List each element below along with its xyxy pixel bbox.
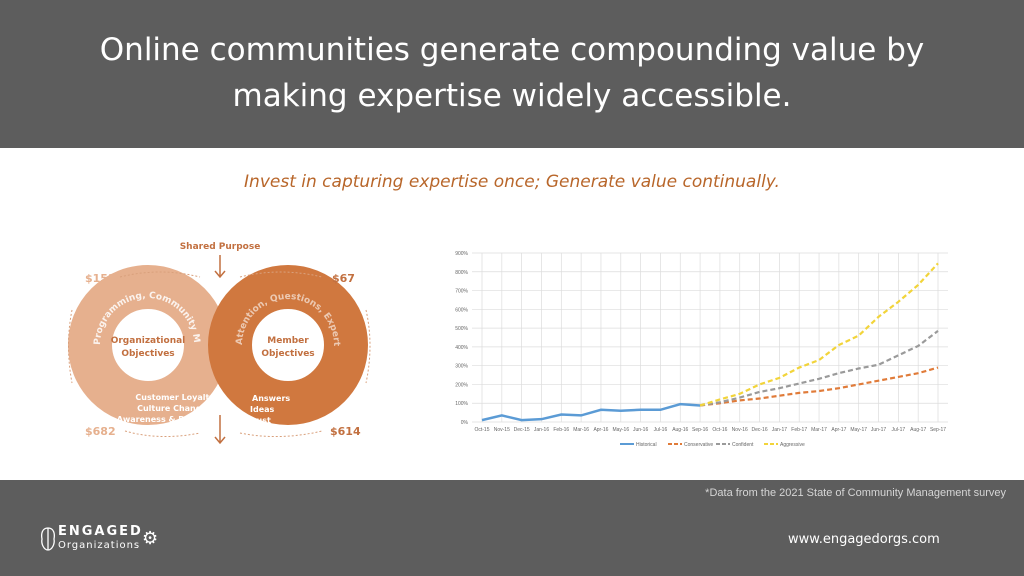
x-tick-label: Dec-15 bbox=[514, 427, 530, 433]
x-tick-label: May-16 bbox=[612, 427, 629, 433]
y-tick-label: 800% bbox=[455, 270, 468, 276]
member-objectives-line2: Objectives bbox=[261, 349, 314, 359]
left-bottom-text-1: Customer Loyalty bbox=[135, 393, 215, 402]
x-tick-label: May-17 bbox=[850, 427, 867, 433]
series-line-confident bbox=[699, 330, 939, 407]
x-tick-label: Jul-17 bbox=[892, 427, 906, 433]
y-tick-label: 100% bbox=[455, 401, 468, 407]
series-line-conservative bbox=[699, 366, 939, 407]
legend-label: Confident bbox=[732, 442, 754, 448]
arrow-icon bbox=[214, 255, 226, 445]
y-tick-label: 200% bbox=[455, 382, 468, 388]
x-tick-label: Feb-17 bbox=[791, 427, 807, 433]
growth-chart: 0% 100% 200% 300% 400% 500% 600% 700% 800% 900% Oc… bbox=[455, 251, 948, 448]
left-bottom-text-3: Awareness & Branding bbox=[117, 415, 220, 424]
y-tick-label: 400% bbox=[455, 345, 468, 351]
dotted-cycle-arrows bbox=[68, 271, 371, 438]
legend-label: Aggressive bbox=[780, 442, 805, 448]
y-tick-label: 700% bbox=[455, 289, 468, 295]
shared-purpose-label: Shared Purpose bbox=[180, 242, 261, 252]
logo-line2: Organizations bbox=[58, 540, 141, 551]
x-tick-label: Oct-15 bbox=[474, 427, 489, 433]
y-tick-label: 0% bbox=[461, 420, 469, 426]
value-top-right: $67 bbox=[332, 272, 355, 285]
org-objectives-line2: Objectives bbox=[121, 349, 174, 359]
footer: *Data from the 2021 State of Community M… bbox=[0, 480, 1024, 576]
x-tick-label: Nov-15 bbox=[494, 427, 510, 433]
x-tick-label: Jul-16 bbox=[654, 427, 668, 433]
value-bottom-right: $614 bbox=[330, 425, 361, 438]
x-tick-label: Nov-16 bbox=[732, 427, 748, 433]
member-objectives-line1: Member bbox=[267, 336, 309, 346]
x-tick-label: Aug-17 bbox=[910, 427, 926, 433]
website-link[interactable]: www.engagedorgs.com bbox=[788, 532, 940, 547]
value-top-left: $153 bbox=[85, 272, 116, 285]
x-tick-label: Feb-16 bbox=[553, 427, 569, 433]
title-line-1: Online communities generate compounding … bbox=[99, 32, 925, 68]
slide-subtitle: Invest in capturing expertise once; Gene… bbox=[244, 172, 780, 192]
org-objectives-line1: Organizational bbox=[111, 336, 186, 346]
x-tick-label: Oct-16 bbox=[712, 427, 727, 433]
x-tick-label: Jun-16 bbox=[633, 427, 649, 433]
x-tick-label: Jun-17 bbox=[871, 427, 887, 433]
y-tick-label: 600% bbox=[455, 307, 468, 313]
y-tick-label: 500% bbox=[455, 326, 468, 332]
x-tick-label: Apr-16 bbox=[593, 427, 608, 433]
title-line-2: making expertise widely accessible. bbox=[232, 78, 792, 114]
gear-icon: ⚙ bbox=[142, 528, 159, 549]
legend-label: Conservative bbox=[684, 442, 713, 448]
x-tick-label: Jan-17 bbox=[772, 427, 788, 433]
brain-icon bbox=[41, 527, 55, 551]
right-bottom-text-1: Answers bbox=[252, 394, 290, 403]
y-tick-label: 300% bbox=[455, 364, 468, 370]
logo-line1: ENGAGED bbox=[58, 524, 143, 539]
slide-title: Online communities generate compounding … bbox=[0, 0, 1024, 148]
left-bottom-text-2: Culture Change bbox=[137, 404, 207, 413]
left-loop bbox=[68, 265, 228, 425]
footnote: *Data from the 2021 State of Community M… bbox=[705, 487, 1006, 499]
infinity-diagram: Programming, Community Management, Infra… bbox=[60, 235, 371, 445]
series-line-aggressive bbox=[699, 262, 939, 407]
x-tick-label: Mar-16 bbox=[573, 427, 589, 433]
x-tick-label: Dec-16 bbox=[752, 427, 768, 433]
y-tick-label: 900% bbox=[455, 251, 468, 257]
legend-label: Historical bbox=[636, 442, 657, 448]
x-tick-label: Sep-17 bbox=[930, 427, 946, 433]
value-bottom-left: $682 bbox=[85, 425, 116, 438]
x-tick-label: Apr-17 bbox=[831, 427, 846, 433]
x-tick-label: Aug-16 bbox=[672, 427, 688, 433]
series-line-historical bbox=[481, 402, 701, 422]
right-bottom-text-3: Trust bbox=[248, 416, 271, 425]
x-tick-label: Mar-17 bbox=[811, 427, 827, 433]
x-tick-label: Sep-16 bbox=[692, 427, 708, 433]
right-loop bbox=[208, 265, 368, 425]
right-bottom-text-2: Ideas bbox=[250, 405, 275, 414]
x-tick-label: Jan-16 bbox=[534, 427, 550, 433]
